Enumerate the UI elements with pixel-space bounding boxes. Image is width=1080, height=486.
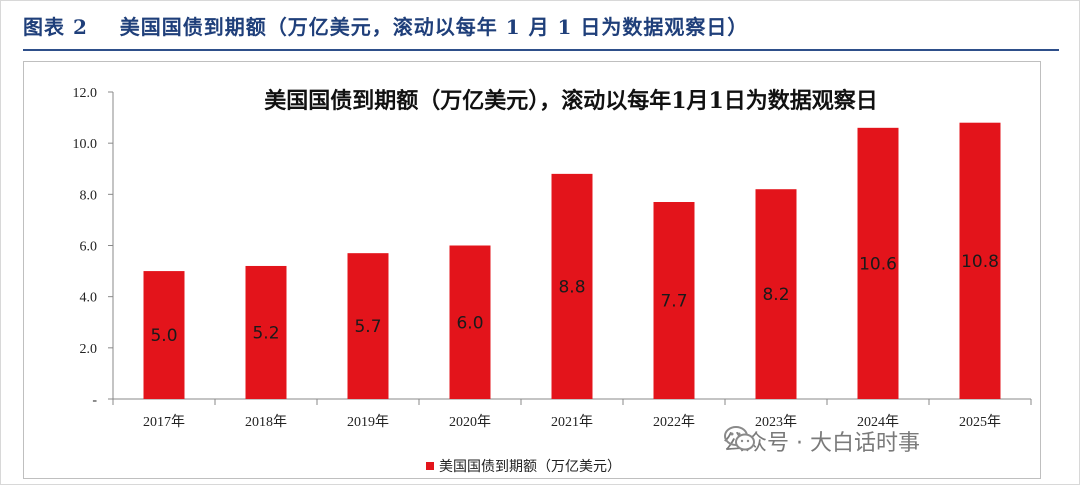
y-tick-label: - bbox=[92, 393, 97, 408]
x-tick-label: 2025年 bbox=[959, 414, 1001, 430]
y-tick-label: 6.0 bbox=[80, 240, 98, 255]
title-rule bbox=[23, 49, 1059, 51]
bar-series: 5.0 5.2 5.7 6.0 8.8 7.7 8.2 10.6 10.8 bbox=[143, 122, 1001, 400]
legend: 美国国债到期额（万亿美元） bbox=[426, 459, 621, 475]
y-tick-label: 12.0 bbox=[73, 86, 98, 101]
bar bbox=[857, 127, 899, 400]
y-tick-label: 2.0 bbox=[80, 342, 98, 357]
figure-title: 图表 2 美国国债到期额（万亿美元，滚动以每年 1 月 1 日为数据观察日） bbox=[23, 11, 748, 40]
bar bbox=[653, 202, 695, 399]
data-label: 5.2 bbox=[252, 323, 279, 343]
x-tick-label: 2017年 bbox=[143, 414, 185, 430]
bar bbox=[551, 173, 593, 399]
bar bbox=[449, 245, 491, 399]
x-tick-label: 2022年 bbox=[653, 414, 695, 430]
data-label: 7.7 bbox=[660, 292, 687, 312]
bar bbox=[347, 253, 389, 399]
figure-label: 图表 2 bbox=[23, 15, 88, 39]
chart-border bbox=[23, 61, 1041, 479]
x-tick-label: 2023年 bbox=[755, 414, 797, 430]
data-label: 8.2 bbox=[762, 285, 789, 305]
legend-swatch bbox=[426, 462, 434, 470]
bar bbox=[755, 189, 797, 399]
figure-caption: 美国国债到期额（万亿美元，滚动以每年 1 月 1 日为数据观察日） bbox=[119, 15, 749, 39]
y-tick-label: 4.0 bbox=[80, 291, 98, 306]
y-tick-label: 10.0 bbox=[73, 137, 98, 152]
wechat-icon bbox=[724, 426, 755, 451]
y-tick-label: 8.0 bbox=[80, 188, 98, 203]
bar bbox=[143, 271, 185, 399]
data-label: 5.0 bbox=[150, 326, 177, 346]
x-tick-label: 2020年 bbox=[449, 414, 491, 430]
legend-label: 美国国债到期额（万亿美元） bbox=[439, 459, 621, 475]
bar bbox=[245, 265, 287, 399]
data-label: 6.0 bbox=[456, 313, 483, 333]
x-tick-label: 2021年 bbox=[551, 414, 593, 430]
data-label: 5.7 bbox=[354, 317, 381, 337]
y-axis: - 2.0 4.0 6.0 8.0 10.0 12.0 bbox=[73, 86, 114, 408]
watermark-text: 公众号 · 大白话时事 bbox=[723, 431, 920, 456]
x-tick-label: 2024年 bbox=[857, 414, 899, 430]
data-label: 8.8 bbox=[558, 277, 585, 297]
data-label: 10.6 bbox=[859, 254, 897, 274]
bar bbox=[959, 122, 1001, 399]
chart-title: 美国国债到期额（万亿美元），滚动以每年1月1日为数据观察日 bbox=[264, 88, 878, 114]
data-label: 10.8 bbox=[961, 252, 999, 272]
x-tick-label: 2019年 bbox=[347, 414, 389, 430]
watermark: 公众号 · 大白话时事 bbox=[723, 425, 920, 457]
x-tick-label: 2018年 bbox=[245, 414, 287, 430]
